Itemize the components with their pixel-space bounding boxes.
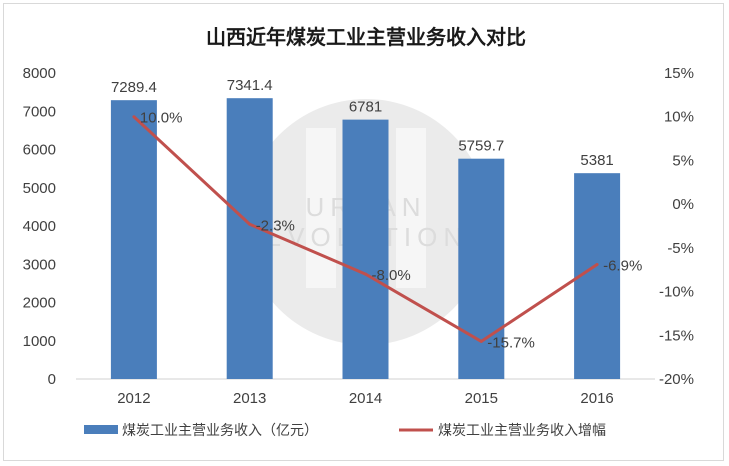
line-data-labels: 10.0% -2.3% -8.0% -15.7% -6.9%	[140, 110, 642, 352]
left-axis-ticks: 0 1000 2000 3000 4000 5000 6000 7000 8000	[23, 65, 56, 388]
legend-label-line: 煤炭工业主营业务收入增幅	[438, 423, 606, 439]
right-tick-label: 5%	[672, 152, 694, 169]
right-tick-label: -20%	[659, 371, 694, 388]
right-tick-label: -15%	[659, 327, 694, 344]
right-tick-label: 0%	[672, 196, 694, 213]
legend-swatch-bar	[84, 425, 118, 434]
right-tick-label: -10%	[659, 284, 694, 301]
right-axis-ticks: -20% -15% -10% -5% 0% 5% 10% 15%	[659, 65, 694, 388]
right-tick-label: 10%	[664, 109, 694, 126]
left-tick-label: 8000	[23, 65, 56, 82]
x-axis-ticks: 2012 2013 2014 2015 2016	[117, 390, 614, 407]
line-point-2016	[595, 262, 599, 266]
legend-label-bar: 煤炭工业主营业务收入（亿元）	[122, 423, 318, 439]
bar-series	[110, 98, 621, 380]
bar-label-2014: 6781	[349, 99, 382, 116]
bar-label-2016: 5381	[580, 152, 613, 169]
line-label-2015: -15.7%	[487, 334, 535, 351]
watermark-u-right	[396, 128, 426, 288]
left-tick-label: 6000	[23, 142, 56, 159]
line-point-2012	[132, 115, 136, 119]
bar-2012	[110, 100, 157, 379]
right-tick-label: -5%	[667, 240, 694, 257]
bar-2013	[226, 98, 273, 379]
line-label-2016: -6.9%	[603, 257, 642, 274]
x-tick-label: 2012	[117, 390, 150, 407]
left-tick-label: 4000	[23, 218, 56, 235]
x-tick-label: 2015	[465, 390, 498, 407]
left-tick-label: 0	[48, 371, 56, 388]
line-point-2014	[364, 272, 367, 276]
bar-label-2015: 5759.7	[458, 138, 504, 155]
left-tick-label: 3000	[23, 256, 56, 273]
left-tick-label: 5000	[23, 180, 56, 197]
x-tick-label: 2016	[580, 390, 613, 407]
bar-data-labels: 7289.4 7341.4 6781 5759.7 5381	[111, 77, 614, 169]
bar-label-2013: 7341.4	[227, 77, 273, 94]
line-series	[132, 115, 599, 343]
left-tick-label: 2000	[23, 295, 56, 312]
left-tick-label: 1000	[23, 333, 56, 350]
left-tick-label: 7000	[23, 103, 56, 120]
x-tick-label: 2014	[349, 390, 382, 407]
bar-2014	[342, 119, 389, 380]
watermark-u-left	[306, 128, 336, 288]
line-point-2015	[479, 339, 483, 343]
line-point-2013	[248, 222, 252, 226]
x-tick-label: 2013	[233, 390, 266, 407]
chart-title: 山西近年煤炭工业主营业务收入对比	[206, 25, 526, 49]
line-label-2013: -2.3%	[256, 217, 295, 234]
legend: 煤炭工业主营业务收入（亿元） 煤炭工业主营业务收入增幅	[84, 423, 606, 439]
line-label-2014: -8.0%	[372, 267, 411, 284]
line-label-2012: 10.0%	[140, 110, 183, 127]
bar-label-2012: 7289.4	[111, 79, 157, 96]
right-tick-label: 15%	[664, 65, 694, 82]
